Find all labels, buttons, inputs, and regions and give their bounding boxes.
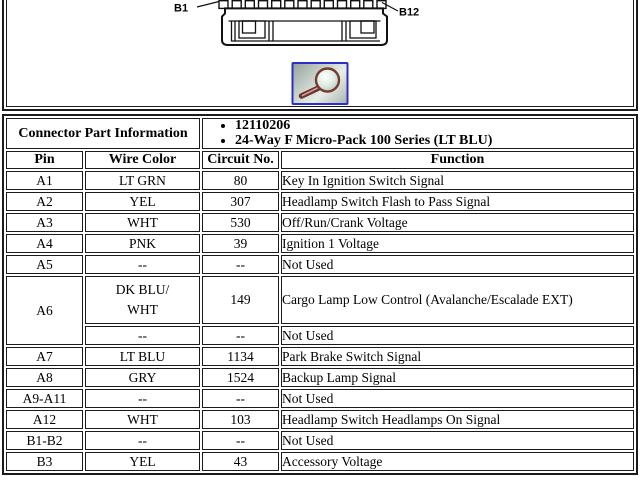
connector-body-detail: [228, 20, 381, 42]
function-cell: Accessory Voltage: [281, 452, 634, 471]
magnifier-icon: [298, 66, 340, 99]
circuit-cell: 43: [202, 452, 279, 471]
table-row-a5: A5 -- -- Not Used: [6, 255, 634, 274]
wire-color-cell: LT GRN: [85, 171, 200, 190]
function-cell: Not Used: [281, 326, 634, 345]
table-header-row: Pin Wire Color Circuit No. Function: [6, 151, 634, 169]
connector-series: 24-Way F Micro-Pack 100 Series (LT BLU): [235, 133, 633, 149]
connector-part-details: 12110206 24-Way F Micro-Pack 100 Series …: [202, 118, 634, 149]
pin-cell: B3: [6, 452, 83, 471]
wire-color-cell: YEL: [85, 192, 200, 211]
function-cell: Backup Lamp Signal: [281, 368, 634, 387]
part-details-list: 12110206 24-Way F Micro-Pack 100 Series …: [203, 119, 633, 148]
function-cell: Ignition 1 Voltage: [281, 234, 634, 253]
circuit-cell: 39: [202, 234, 279, 253]
circuit-cell: 149: [202, 276, 279, 324]
leader-lines: [196, 0, 399, 12]
circuit-cell: 530: [202, 213, 279, 232]
circuit-cell: 103: [202, 410, 279, 429]
table-row-a12: A12 WHT 103 Headlamp Switch Headlamps On…: [6, 410, 634, 429]
circuit-cell: --: [202, 431, 279, 450]
function-cell: Not Used: [281, 431, 634, 450]
pin-cell: A4: [6, 234, 83, 253]
connector-pinout-table: Connector Part Information 12110206 24-W…: [2, 114, 638, 475]
wire-color-cell: DK BLU/ WHT: [85, 276, 200, 324]
wire-color-cell: --: [85, 431, 200, 450]
wire-color-line2: WHT: [127, 302, 158, 318]
wire-color-cell: GRY: [85, 368, 200, 387]
function-cell: Not Used: [281, 255, 634, 274]
table-row-a6: A6 DK BLU/ WHT 149 Cargo Lamp Low Contro…: [6, 276, 634, 345]
pin-cell: A12: [6, 410, 83, 429]
wire-color-cell: WHT: [85, 410, 200, 429]
zoom-image-button[interactable]: [291, 62, 349, 105]
wire-color-two-line: DK BLU/ WHT: [86, 277, 199, 323]
function-cell: Park Brake Switch Signal: [281, 347, 634, 366]
pin-cell: A1: [6, 171, 83, 190]
connector-teeth: [218, 0, 387, 10]
pin-cell: A3: [6, 213, 83, 232]
wire-color-cell: PNK: [85, 234, 200, 253]
table-row-a8: A8 GRY 1524 Backup Lamp Signal: [6, 368, 634, 387]
pin-cell: A5: [6, 255, 83, 274]
circuit-cell: 307: [202, 192, 279, 211]
circuit-cell: 1524: [202, 368, 279, 387]
pin-label-b12: B12: [399, 7, 419, 19]
part-number: 12110206: [235, 119, 633, 134]
circuit-cell: --: [202, 326, 279, 345]
pin-cell: A2: [6, 192, 83, 211]
connector-image-frame: B1 B12: [2, 0, 638, 111]
pin-cell: B1-B2: [6, 431, 83, 450]
connector-part-information-label: Connector Part Information: [6, 118, 200, 149]
pin-cell: A8: [6, 368, 83, 387]
table-row-a3: A3 WHT 530 Off/Run/Crank Voltage: [6, 213, 634, 232]
circuit-cell: 1134: [202, 347, 279, 366]
wire-color-line1: DK BLU/: [115, 281, 170, 297]
circuit-cell: --: [202, 255, 279, 274]
pin-cell: A9-A11: [6, 389, 83, 408]
function-cell: Key In Ignition Switch Signal: [281, 171, 634, 190]
pin-cell: A6: [6, 276, 83, 345]
table-row-a4: A4 PNK 39 Ignition 1 Voltage: [6, 234, 634, 253]
table-row-b1-b2: B1-B2 -- -- Not Used: [6, 431, 634, 450]
wire-color-cell: YEL: [85, 452, 200, 471]
table-row-a2: A2 YEL 307 Headlamp Switch Flash to Pass…: [6, 192, 634, 211]
header-pin: Pin: [6, 151, 83, 169]
pin-cell: A7: [6, 347, 83, 366]
header-wire-color: Wire Color: [85, 151, 200, 169]
circuit-cell: 80: [202, 171, 279, 190]
header-function: Function: [281, 151, 634, 169]
table-row-a1: A1 LT GRN 80 Key In Ignition Switch Sign…: [6, 171, 634, 190]
function-cell: Off/Run/Crank Voltage: [281, 213, 634, 232]
function-cell: Not Used: [281, 389, 634, 408]
pin-label-b1: B1: [174, 3, 188, 15]
wire-color-cell: --: [85, 255, 200, 274]
connector-body: [221, 7, 388, 46]
wire-color-cell: --: [85, 326, 200, 345]
table-row-a9-a11: A9-A11 -- -- Not Used: [6, 389, 634, 408]
circuit-cell: --: [202, 389, 279, 408]
header-circuit-no: Circuit No.: [202, 151, 279, 169]
table-row-b3: B3 YEL 43 Accessory Voltage: [6, 452, 634, 471]
connector-drawing: B1 B12: [174, 0, 419, 46]
part-info-row: Connector Part Information 12110206 24-W…: [6, 118, 634, 149]
connector-image-cell: B1 B12: [6, 0, 634, 107]
function-cell: Headlamp Switch Flash to Pass Signal: [281, 192, 634, 211]
wire-color-cell: --: [85, 389, 200, 408]
wire-color-cell: WHT: [85, 213, 200, 232]
function-cell: Headlamp Switch Headlamps On Signal: [281, 410, 634, 429]
function-cell: Cargo Lamp Low Control (Avalanche/Escala…: [281, 276, 634, 324]
wire-color-cell: LT BLU: [85, 347, 200, 366]
table-row-a6-sub: -- -- Not Used: [6, 326, 634, 345]
table-row-a7: A7 LT BLU 1134 Park Brake Switch Signal: [6, 347, 634, 366]
